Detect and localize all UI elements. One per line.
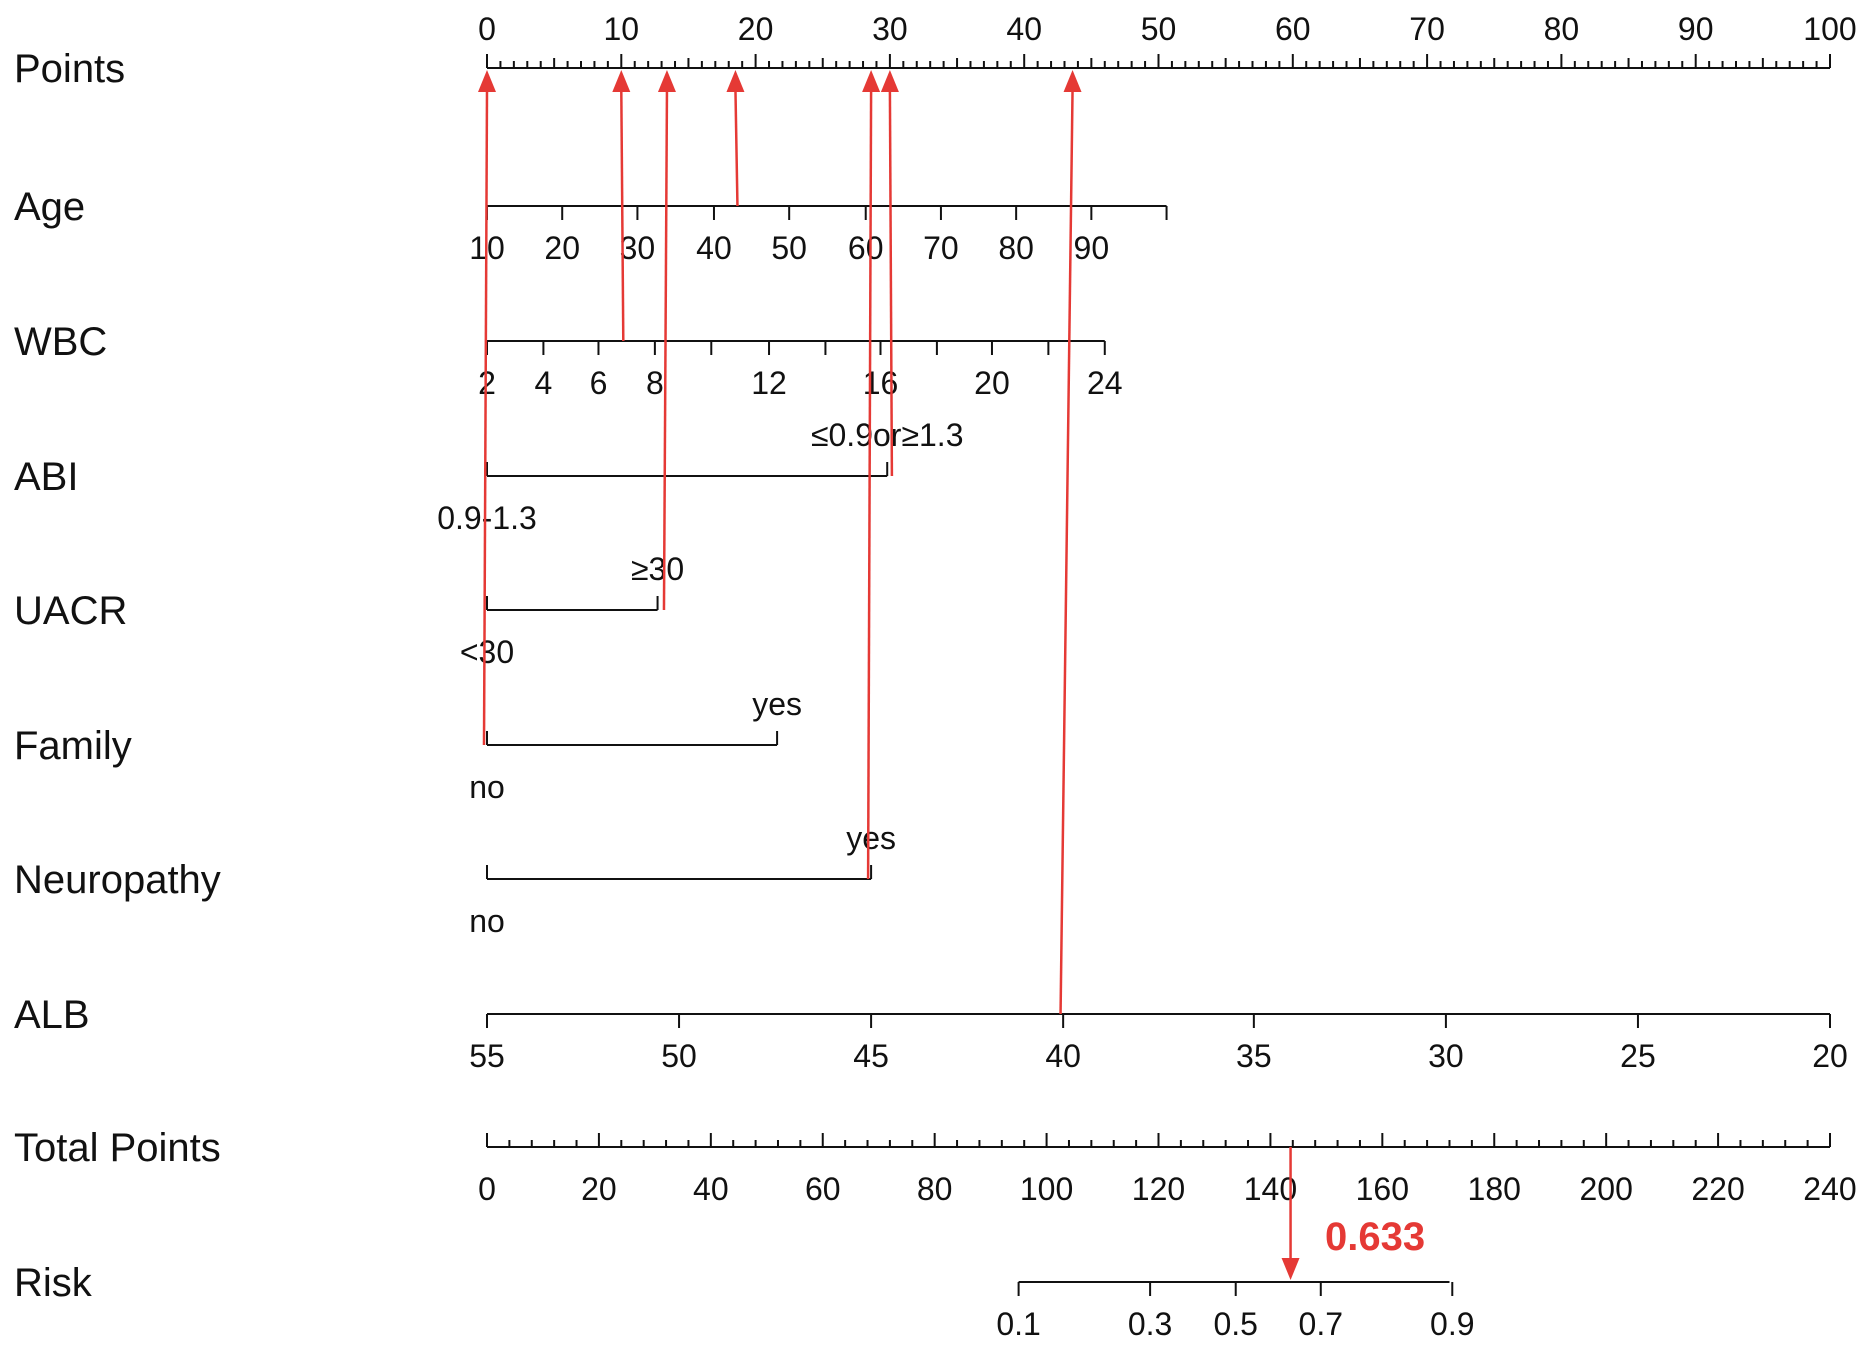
arrow-to-points-alb: [1059, 89, 1074, 1015]
alb-tick-label: 50: [661, 1038, 697, 1074]
row-label-alb: ALB: [14, 993, 90, 1037]
total-points-tick-label: 100: [1020, 1171, 1073, 1207]
arrowhead-up-icon: [657, 70, 676, 92]
points-tick-label: 20: [738, 11, 774, 47]
wbc-tick-label: 6: [590, 365, 608, 401]
age-tick-label: 40: [696, 230, 732, 266]
risk-tick-label: 0.5: [1213, 1306, 1257, 1342]
points-tick-label: 100: [1803, 11, 1856, 47]
wbc-tick-label: 8: [646, 365, 664, 401]
total-points-tick-label: 180: [1468, 1171, 1521, 1207]
alb-tick-label: 20: [1812, 1038, 1848, 1074]
alb-tick-label: 35: [1236, 1038, 1272, 1074]
total-points-tick-label: 0: [478, 1171, 496, 1207]
row-label-points: Points: [14, 47, 125, 91]
age-tick-label: 70: [923, 230, 959, 266]
uacr-level-label: <30: [460, 634, 514, 670]
arrowhead-up-icon: [726, 70, 745, 92]
total-points-tick-label: 60: [805, 1171, 841, 1207]
total-points-tick-label: 240: [1803, 1171, 1856, 1207]
wbc-tick-label: 16: [863, 365, 899, 401]
risk-tick-label: 0.7: [1299, 1306, 1343, 1342]
neuropathy-level-label: yes: [846, 820, 896, 856]
abi-level-label: ≤0.9or≥1.3: [811, 417, 964, 453]
wbc-tick-label: 4: [535, 365, 553, 401]
points-tick-label: 80: [1544, 11, 1580, 47]
alb-tick-label: 30: [1428, 1038, 1464, 1074]
alb-tick-label: 25: [1620, 1038, 1656, 1074]
points-tick-label: 60: [1275, 11, 1311, 47]
arrow-to-points-family: [482, 89, 489, 746]
total-points-tick-label: 80: [917, 1171, 953, 1207]
row-label-family: Family: [14, 724, 132, 768]
arrowhead-down-icon: [1281, 1258, 1300, 1280]
wbc-tick-label: 20: [974, 365, 1010, 401]
alb-tick-label: 45: [853, 1038, 889, 1074]
row-label-abi: ABI: [14, 455, 78, 499]
total-points-tick-label: 220: [1691, 1171, 1744, 1207]
age-tick-label: 30: [620, 230, 656, 266]
arrowhead-up-icon: [478, 70, 496, 92]
predicted-risk-value: 0.633: [1325, 1215, 1425, 1259]
example-patient-annotations: [478, 70, 1300, 1280]
alb-tick-label: 40: [1045, 1038, 1081, 1074]
risk-tick-label: 0.3: [1128, 1306, 1172, 1342]
points-tick-label: 0: [478, 11, 496, 47]
arrowhead-up-icon: [612, 70, 631, 92]
points-tick-label: 70: [1409, 11, 1445, 47]
points-tick-label: 90: [1678, 11, 1714, 47]
points-tick-label: 30: [872, 11, 908, 47]
points-tick-label: 40: [1006, 11, 1042, 47]
age-tick-label: 50: [771, 230, 807, 266]
arrow-to-points-neuropathy: [866, 89, 873, 880]
alb-tick-label: 55: [469, 1038, 505, 1074]
arrowhead-up-icon: [1063, 70, 1082, 92]
age-tick-label: 90: [1074, 230, 1110, 266]
total-points-tick-label: 160: [1356, 1171, 1409, 1207]
age-tick-label: 60: [848, 230, 884, 266]
arrow-to-points-wbc: [620, 89, 625, 342]
risk-tick-label: 0.1: [996, 1306, 1040, 1342]
arrow-to-points-uacr: [662, 89, 669, 611]
total-points-tick-label: 20: [581, 1171, 617, 1207]
wbc-tick-label: 2: [478, 365, 496, 401]
family-level-label: no: [469, 769, 505, 805]
row-label-wbc: WBC: [14, 320, 107, 364]
neuropathy-level-label: no: [469, 903, 505, 939]
row-label-neuropathy: Neuropathy: [14, 858, 221, 902]
abi-level-label: 0.9-1.3: [437, 500, 537, 536]
total-points-tick-label: 140: [1244, 1171, 1297, 1207]
risk-tick-label: 0.9: [1430, 1306, 1474, 1342]
age-tick-label: 80: [998, 230, 1034, 266]
age-tick-label: 20: [544, 230, 580, 266]
points-tick-label: 10: [604, 11, 640, 47]
wbc-tick-label: 24: [1087, 365, 1123, 401]
arrowhead-up-icon: [880, 70, 899, 92]
arrow-to-points-age: [734, 89, 739, 207]
arrow-to-points-abi: [888, 89, 894, 477]
total-points-tick-label: 40: [693, 1171, 729, 1207]
total-points-tick-label: 120: [1132, 1171, 1185, 1207]
total-points-tick-label: 200: [1579, 1171, 1632, 1207]
row-label-risk: Risk: [14, 1261, 93, 1305]
wbc-tick-label: 12: [751, 365, 787, 401]
uacr-level-label: ≥30: [631, 551, 684, 587]
arrowhead-up-icon: [862, 70, 881, 92]
row-label-age: Age: [14, 185, 85, 229]
row-label-total-points: Total Points: [14, 1126, 221, 1170]
family-level-label: yes: [752, 686, 802, 722]
points-tick-label: 50: [1141, 11, 1177, 47]
row-label-uacr: UACR: [14, 589, 127, 633]
